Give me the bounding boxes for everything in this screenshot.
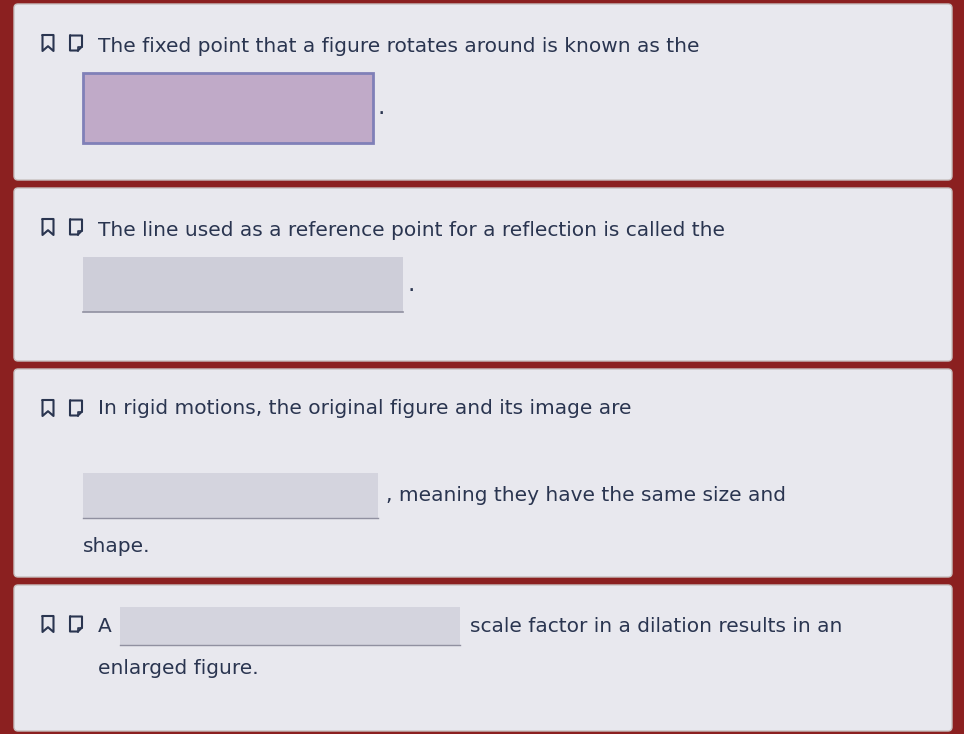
- Text: shape.: shape.: [83, 537, 150, 556]
- Text: enlarged figure.: enlarged figure.: [98, 660, 258, 678]
- FancyBboxPatch shape: [83, 73, 373, 143]
- FancyBboxPatch shape: [14, 4, 952, 180]
- Text: .: .: [377, 96, 385, 120]
- Text: The fixed point that a figure rotates around is known as the: The fixed point that a figure rotates ar…: [98, 37, 700, 56]
- FancyBboxPatch shape: [14, 585, 952, 731]
- Text: In rigid motions, the original figure and its image are: In rigid motions, the original figure an…: [98, 399, 631, 418]
- FancyBboxPatch shape: [120, 607, 460, 645]
- FancyBboxPatch shape: [83, 473, 378, 518]
- Text: scale factor in a dilation results in an: scale factor in a dilation results in an: [470, 617, 843, 636]
- FancyBboxPatch shape: [14, 188, 952, 361]
- Text: , meaning they have the same size and: , meaning they have the same size and: [386, 486, 786, 505]
- FancyBboxPatch shape: [14, 369, 952, 577]
- Text: A: A: [98, 617, 112, 636]
- FancyBboxPatch shape: [83, 257, 403, 312]
- Text: .: .: [407, 273, 415, 296]
- Text: The line used as a reference point for a reflection is called the: The line used as a reference point for a…: [98, 220, 725, 239]
